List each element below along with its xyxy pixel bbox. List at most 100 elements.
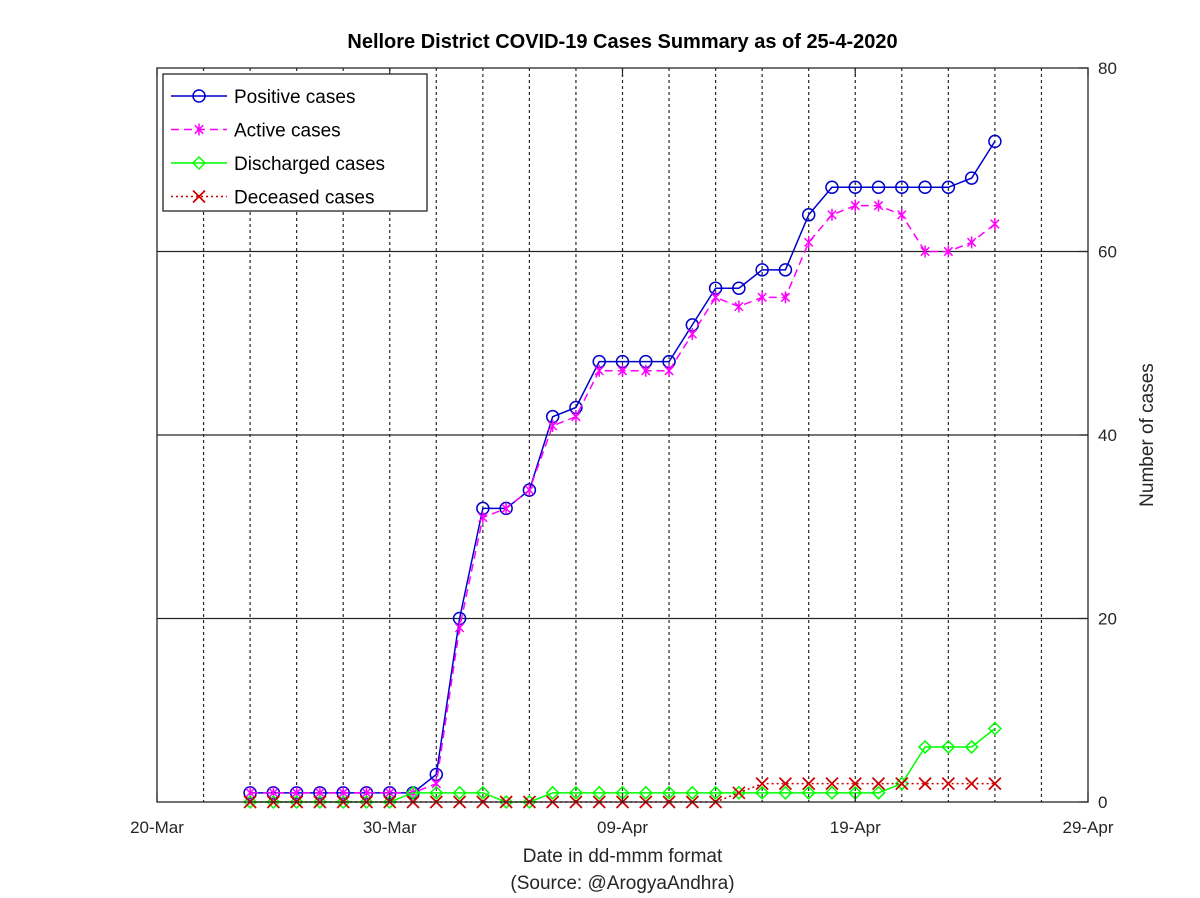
active-cases-legend-label: Active cases [234, 121, 341, 142]
active-cases-point [920, 245, 930, 258]
active-cases-point [873, 199, 884, 212]
active-cases-point [687, 328, 698, 341]
discharged-cases-point [987, 721, 1002, 736]
deceased-cases-point [802, 777, 816, 791]
active-cases-point [990, 217, 1000, 230]
discharged-cases-point [429, 785, 444, 800]
axis-ticks: 20-Mar 30-Mar 09-Apr 19-Apr 29-Apr 0 20 40 60 80 [130, 59, 1117, 837]
active-cases-point [547, 419, 558, 432]
discharged-cases-point [359, 794, 374, 810]
positive-cases-point [825, 180, 839, 195]
positive-cases-point [964, 171, 979, 185]
deceased-cases-point [778, 777, 793, 791]
active-cases-point [524, 484, 535, 497]
discharged-cases-series [243, 721, 1002, 810]
active-cases-point [571, 410, 581, 423]
deceased-cases-point [965, 777, 979, 791]
active-cases-legend-marker [194, 123, 204, 136]
y-axis-label: Number of cases [1137, 363, 1158, 507]
discharged-cases-point [568, 785, 584, 800]
positive-cases-point [988, 134, 1002, 149]
discharged-cases-point [405, 785, 421, 800]
discharged-cases-point [824, 785, 840, 800]
discharged-cases-point [894, 776, 909, 791]
active-cases-point [478, 511, 488, 524]
plot-series [243, 134, 1002, 810]
active-cases-point [664, 364, 674, 377]
discharged-cases-point [755, 785, 770, 800]
discharged-cases-point [964, 739, 979, 755]
positive-cases-point [732, 281, 746, 295]
discharged-cases-point [801, 785, 816, 800]
discharged-cases-point [778, 785, 793, 800]
positive-cases-point [755, 263, 769, 277]
active-cases-point [710, 291, 721, 304]
y-tick-label: 0 [1098, 793, 1107, 812]
discharged-cases-point [452, 785, 467, 800]
active-cases-point [454, 621, 465, 634]
positive-cases-point [778, 263, 793, 277]
x-tick-label: 09-Apr [597, 818, 648, 837]
x-tick-label: 19-Apr [830, 818, 881, 837]
deceased-cases-point [732, 786, 746, 800]
deceased-cases-point [895, 777, 909, 791]
deceased-cases-point [825, 777, 839, 791]
discharged-cases-point [592, 785, 607, 800]
y-tick-label: 20 [1098, 610, 1117, 629]
deceased-cases-legend-label: Deceased cases [234, 188, 374, 209]
active-cases-point [501, 502, 511, 515]
active-cases-point [617, 364, 628, 377]
active-cases-point [780, 291, 791, 304]
active-cases-point [594, 364, 604, 377]
discharged-cases-point [382, 794, 397, 810]
discharged-cases-point [661, 785, 677, 800]
chart-title: Nellore District COVID-19 Cases Summary … [347, 31, 897, 53]
discharged-cases-point [918, 739, 933, 755]
discharged-cases-point [336, 794, 351, 810]
active-cases-series [245, 199, 1000, 799]
discharged-cases-point [638, 785, 653, 800]
discharged-cases-point [871, 785, 886, 800]
positive-cases-point [871, 180, 886, 195]
active-cases-point [734, 300, 744, 313]
active-cases-point [827, 208, 837, 221]
active-cases-point [943, 245, 954, 258]
positive-cases-point [848, 180, 862, 195]
y-tick-label: 60 [1098, 243, 1117, 262]
deceased-cases-legend-marker [192, 189, 206, 204]
discharged-cases-point [475, 785, 490, 800]
positive-cases-point [801, 208, 816, 222]
positive-cases-legend-marker [192, 89, 206, 103]
x-axis-label: Date in dd-mmm format [523, 846, 723, 867]
discharged-cases-point [708, 785, 723, 800]
active-cases-point [897, 208, 907, 221]
positive-cases-point [895, 180, 909, 195]
y-tick-label: 80 [1098, 59, 1117, 78]
discharged-cases-point [499, 794, 514, 810]
legend-box [162, 73, 428, 212]
active-cases-point [803, 236, 814, 249]
discharged-cases-point [522, 794, 537, 810]
deceased-cases-point [988, 777, 1002, 791]
discharged-cases-legend-marker [191, 155, 207, 171]
deceased-cases-point [918, 777, 932, 791]
discharged-cases-point [289, 794, 304, 810]
discharged-cases-point [731, 785, 746, 800]
legend: Positive cases Active cases Discharged cas… [162, 73, 428, 212]
deceased-cases-point [871, 777, 886, 791]
active-cases-point [757, 291, 767, 304]
active-cases-point [850, 199, 860, 212]
x-tick-label: 20-Mar [130, 818, 184, 837]
active-cases-point [641, 364, 651, 377]
y-tick-label: 40 [1098, 426, 1117, 445]
x-axis-source-label: (Source: @ArogyaAndhra) [510, 873, 734, 894]
active-cases-point [966, 236, 977, 249]
deceased-cases-point [848, 777, 862, 791]
discharged-cases-point [266, 794, 281, 810]
discharged-cases-point [941, 739, 956, 755]
discharged-cases-point [545, 785, 560, 800]
positive-cases-legend-label: Positive cases [234, 87, 355, 108]
deceased-cases-point [941, 777, 955, 791]
positive-cases-point [941, 180, 956, 195]
